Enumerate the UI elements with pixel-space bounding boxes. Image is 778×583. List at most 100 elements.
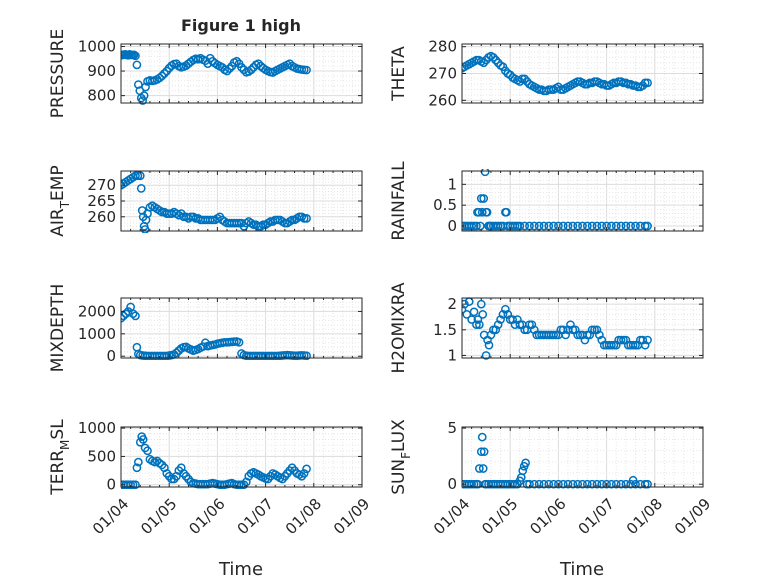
data-point	[134, 457, 143, 467]
subplot-sun_flux: 0 5 SUNFLUX 01/04 01/05 01/06 01/07 01/08 01/09	[389, 419, 714, 538]
y-axis-label-subscript: F	[399, 452, 413, 459]
data-point	[518, 466, 528, 476]
data-point	[529, 325, 539, 335]
data-point	[558, 325, 568, 335]
axes-box	[120, 297, 363, 359]
data-point	[592, 325, 602, 335]
data-point	[477, 207, 487, 217]
data-point	[539, 479, 549, 489]
y-tick-label: 2	[447, 295, 457, 313]
data-point	[570, 325, 580, 335]
y-tick-label: 1000	[78, 37, 116, 55]
data-point	[462, 299, 469, 309]
data-point	[491, 325, 501, 335]
y-tick-label: 0	[106, 347, 116, 365]
data-point	[525, 479, 534, 489]
data-point	[534, 479, 544, 489]
data-point	[479, 447, 489, 457]
data-point	[237, 63, 246, 72]
y-tick-label: 260	[428, 91, 457, 109]
data-point	[539, 221, 549, 231]
y-axis-label: H2OMIXRA	[389, 282, 409, 373]
data-point	[503, 310, 513, 319]
data-point	[520, 74, 530, 84]
x-tick-label: 01/05	[478, 495, 521, 538]
y-tick-label: 1000	[78, 419, 116, 437]
data-point	[131, 480, 140, 489]
subplot-theta: 260 270 280 THETA	[389, 38, 704, 109]
y-tick-label: 900	[87, 62, 116, 80]
data-point	[462, 304, 467, 314]
data-point	[476, 299, 486, 309]
series-theta	[462, 51, 652, 96]
subplot-pressure: 800 900 1000 PRESSURE	[48, 29, 363, 118]
data-point	[501, 207, 511, 217]
data-point	[520, 221, 530, 231]
data-point	[595, 330, 604, 340]
data-point	[602, 479, 611, 489]
y-axis-label: RAINFALL	[389, 161, 409, 241]
data-point	[484, 340, 494, 350]
y-tick-label: 265	[87, 192, 116, 210]
x-tick-label: 01/08	[282, 495, 325, 538]
data-point	[568, 221, 578, 231]
data-point	[134, 80, 143, 89]
y-axis-label-part: TERR	[48, 450, 68, 496]
y-axis-label: THETA	[389, 46, 409, 102]
data-point	[643, 335, 652, 345]
y-tick-label: 0.5	[433, 196, 457, 214]
data-point	[611, 340, 621, 350]
data-point	[558, 479, 568, 489]
data-point	[462, 310, 472, 319]
y-tick-label: 5	[447, 419, 457, 437]
data-point	[299, 469, 309, 478]
data-point	[640, 340, 650, 350]
data-point	[246, 65, 256, 75]
subplot-rainfall: 0 0.5 1 RAINFALL	[389, 161, 704, 241]
y-axis-label-subscript: T	[58, 200, 72, 209]
y-axis-label-part: SL	[48, 419, 68, 440]
data-point	[486, 330, 496, 340]
data-point	[566, 320, 575, 330]
data-point	[302, 65, 311, 75]
data-point	[529, 221, 539, 231]
data-point	[155, 73, 164, 83]
data-point	[549, 479, 558, 489]
subplot-mixdepth: 0 1000 2000 MIXDEPTH	[48, 284, 363, 373]
y-tick-label: 800	[87, 87, 116, 105]
data-point	[131, 51, 140, 61]
series-rainfall	[462, 169, 652, 231]
data-point	[141, 82, 150, 92]
data-point	[631, 479, 640, 489]
y-axis-label-subscript: M	[58, 440, 72, 450]
data-point	[597, 221, 607, 231]
data-point	[592, 479, 602, 489]
data-point	[254, 59, 263, 69]
data-point	[234, 337, 244, 347]
data-point	[513, 315, 522, 324]
data-point	[582, 479, 592, 489]
subplot-terr_msl: 0 500 1000 TERRMSL 01/04 01/05 01/06 01/07 01/08…	[48, 419, 373, 538]
data-point	[568, 479, 578, 489]
data-point	[302, 351, 311, 360]
data-point	[302, 464, 311, 474]
data-point	[232, 56, 242, 66]
axes-box	[461, 170, 704, 232]
y-tick-label: 0	[106, 476, 116, 494]
data-point	[561, 330, 570, 340]
data-point	[563, 479, 573, 489]
y-axis-label: MIXDEPTH	[48, 284, 68, 373]
y-tick-label: 270	[87, 176, 116, 194]
axes-box	[120, 426, 363, 488]
data-point	[621, 479, 631, 489]
y-tick-label: 0	[447, 475, 457, 493]
data-point	[475, 221, 485, 231]
data-point	[587, 479, 597, 489]
data-point	[573, 479, 583, 489]
data-point	[621, 335, 631, 345]
data-point	[638, 335, 648, 345]
data-point	[527, 320, 537, 330]
x-tick-label: 01/09	[330, 495, 373, 538]
data-point	[132, 60, 142, 70]
